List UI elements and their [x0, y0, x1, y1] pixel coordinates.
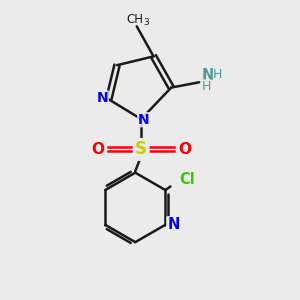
Text: H: H	[213, 68, 222, 81]
Text: N: N	[202, 68, 214, 83]
Text: CH: CH	[127, 14, 144, 26]
Text: Cl: Cl	[179, 172, 195, 187]
Text: N: N	[167, 217, 180, 232]
Text: N: N	[97, 91, 108, 105]
Text: N: N	[138, 113, 149, 127]
Text: 3: 3	[143, 18, 149, 27]
Text: S: S	[135, 140, 147, 158]
Text: H: H	[202, 80, 212, 93]
Text: O: O	[92, 142, 104, 157]
Text: O: O	[178, 142, 191, 157]
